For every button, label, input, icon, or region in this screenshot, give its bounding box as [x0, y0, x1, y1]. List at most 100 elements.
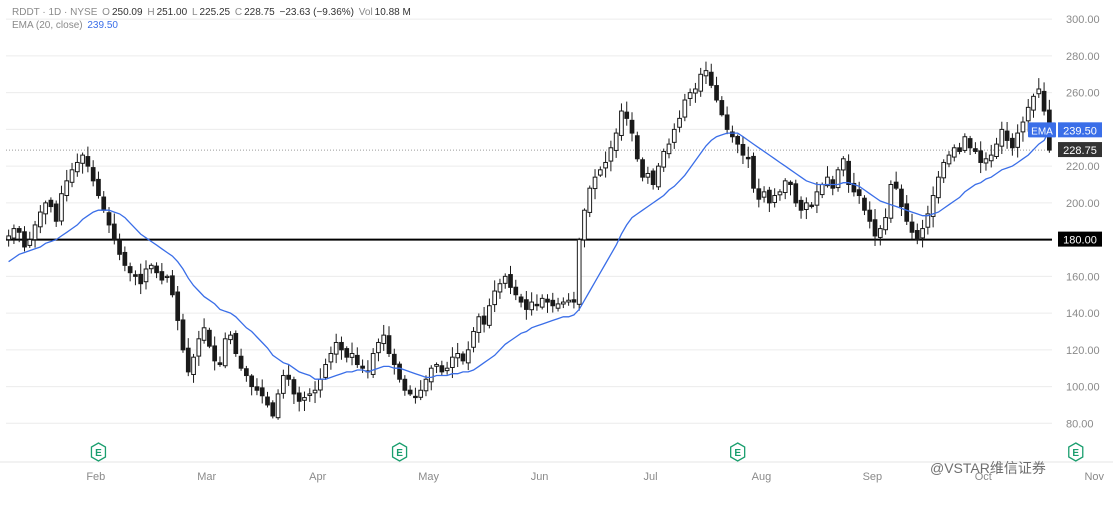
- candle-body: [212, 345, 218, 362]
- candle-body: [671, 128, 677, 143]
- candle-body: [43, 202, 48, 215]
- candle: [328, 346, 334, 370]
- candle-body: [154, 265, 159, 274]
- ema-price-bg: [1058, 122, 1102, 138]
- candle: [830, 175, 836, 196]
- candle: [587, 185, 593, 218]
- candle-body: [133, 274, 138, 277]
- candle: [555, 297, 561, 312]
- candle-body: [539, 297, 545, 308]
- last-price-text: 228.75: [1063, 145, 1097, 157]
- candle: [106, 207, 112, 234]
- earnings-marker[interactable]: E: [1068, 442, 1084, 462]
- last-price-badge: 228.75: [1058, 142, 1102, 158]
- price-axis: 80.00 100.00 120.00 140.00 160.00 180.00 200.0…: [1066, 14, 1100, 430]
- candle-body: [122, 251, 128, 266]
- candle-body: [460, 353, 466, 362]
- candle: [1010, 133, 1015, 156]
- candle: [962, 133, 968, 153]
- candle: [175, 285, 181, 331]
- candle-body: [391, 353, 397, 366]
- candle: [16, 225, 22, 243]
- candle: [1041, 82, 1047, 116]
- candle: [53, 200, 59, 227]
- candle: [920, 219, 925, 248]
- candle: [344, 346, 350, 363]
- candle-body: [143, 268, 149, 283]
- earnings-marker[interactable]: E: [90, 442, 107, 462]
- candle-body: [893, 181, 899, 189]
- candle: [751, 152, 756, 193]
- candle: [349, 342, 355, 366]
- ema-tag-bg: [1028, 122, 1056, 138]
- candle: [634, 131, 640, 162]
- candle: [170, 269, 175, 298]
- candle: [629, 112, 635, 142]
- candle: [893, 171, 899, 191]
- candle: [793, 179, 799, 207]
- candle-body: [233, 333, 239, 355]
- candle-body: [904, 203, 910, 222]
- candle: [96, 171, 101, 199]
- y-tick-label: 200.00: [1066, 198, 1100, 210]
- candle: [856, 181, 862, 204]
- candle: [656, 162, 661, 190]
- earnings-marker[interactable]: E: [391, 442, 408, 462]
- candle: [460, 351, 466, 365]
- candle: [64, 169, 70, 202]
- candle-body: [909, 221, 915, 233]
- candle-body: [413, 395, 418, 399]
- candle: [592, 169, 598, 200]
- candle-body: [175, 291, 181, 321]
- candle: [539, 294, 545, 310]
- candle-body: [450, 356, 455, 368]
- y-tick-label: 120.00: [1066, 345, 1100, 357]
- candle: [434, 362, 439, 374]
- candle-body: [613, 132, 619, 151]
- candle: [80, 152, 85, 174]
- watermark: @VSTAR维信证券: [930, 458, 1046, 478]
- candle-body: [476, 316, 482, 333]
- candle-body: [159, 271, 165, 281]
- candle-body: [999, 128, 1005, 147]
- candle-body: [1041, 90, 1047, 112]
- candle-body: [529, 301, 534, 311]
- candle-body: [80, 154, 85, 164]
- candle: [735, 134, 741, 154]
- candle: [687, 88, 693, 106]
- candle-body: [386, 335, 392, 355]
- candle-body: [117, 239, 122, 255]
- level-price-text: 180.00: [1063, 235, 1097, 247]
- high-value: 251.00: [156, 7, 188, 18]
- candle: [576, 237, 582, 311]
- candle-body: [74, 161, 80, 173]
- candle: [122, 246, 128, 272]
- candle: [973, 142, 978, 154]
- candle-body: [682, 99, 688, 118]
- candle-body: [846, 160, 851, 186]
- candle: [925, 205, 931, 235]
- candle: [1020, 116, 1026, 142]
- candle: [133, 270, 138, 286]
- candle: [677, 110, 682, 133]
- earnings-marker[interactable]: E: [730, 442, 746, 462]
- candle: [291, 376, 297, 405]
- candle-body: [502, 275, 508, 284]
- candle-body: [608, 147, 614, 162]
- ema-legend-value: 239.50: [87, 20, 118, 31]
- candle-body: [59, 193, 64, 222]
- candle: [693, 82, 698, 103]
- candle-body: [376, 341, 381, 354]
- candle: [444, 361, 450, 375]
- candle: [508, 265, 513, 295]
- candle: [883, 208, 888, 235]
- candle-body: [275, 393, 281, 419]
- candle: [423, 375, 429, 397]
- candle: [645, 166, 651, 184]
- candle-body: [1015, 132, 1021, 148]
- candle-body: [645, 172, 651, 178]
- candle: [307, 388, 313, 402]
- candle-body: [397, 363, 402, 380]
